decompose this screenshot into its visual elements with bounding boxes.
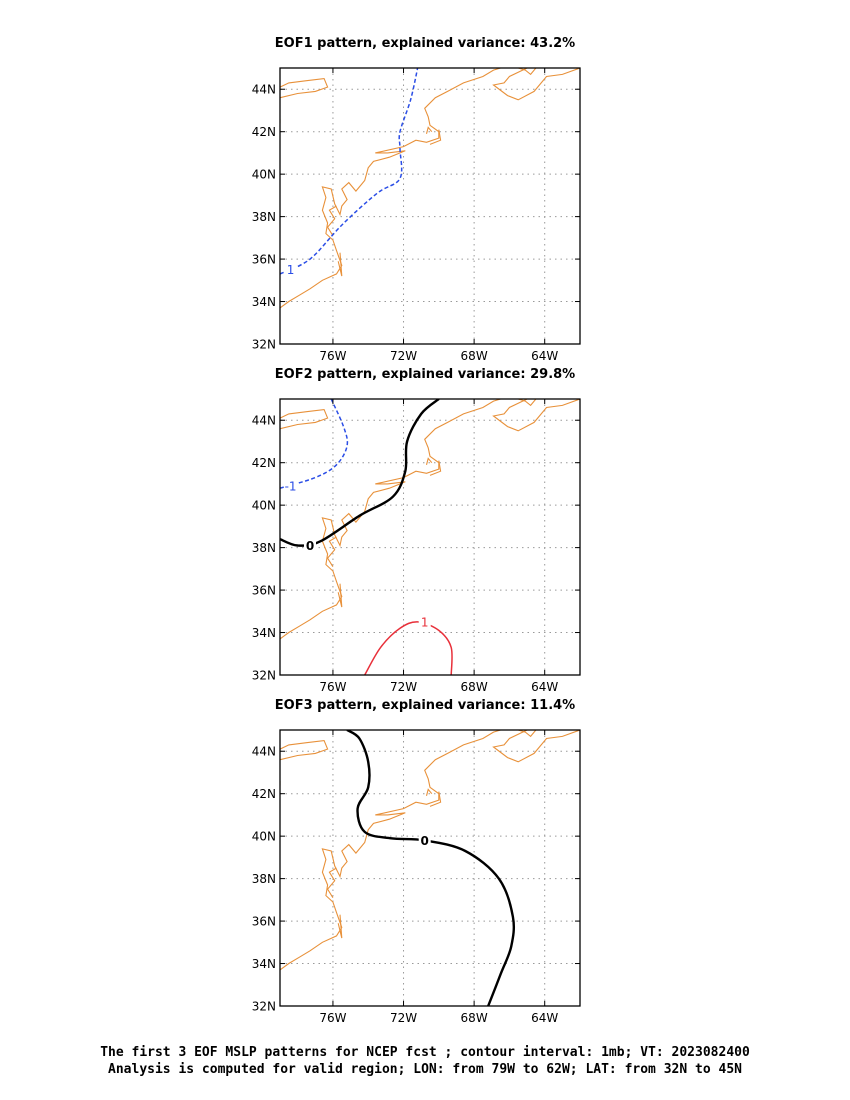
contour-label-bg xyxy=(418,833,431,847)
caption-line-2: Analysis is computed for valid region; L… xyxy=(108,1062,742,1077)
contour-line xyxy=(280,399,349,489)
y-tick-label: 36N xyxy=(252,915,276,929)
coastline xyxy=(429,129,442,145)
contour-label: 1 xyxy=(421,615,429,629)
x-tick-label: 76W xyxy=(319,349,346,363)
y-tick-label: 38N xyxy=(252,210,276,224)
y-tick-label: 34N xyxy=(252,957,276,971)
y-tick-label: 42N xyxy=(252,787,276,801)
contour-label: 0 xyxy=(306,539,314,553)
coastline xyxy=(337,583,343,608)
coastline xyxy=(429,460,442,476)
x-tick-label: 72W xyxy=(390,1011,417,1025)
x-tick-label: 72W xyxy=(390,349,417,363)
y-tick-label: 32N xyxy=(252,1000,276,1014)
coastline xyxy=(518,399,537,407)
y-tick-label: 34N xyxy=(252,626,276,640)
y-tick-label: 32N xyxy=(252,338,276,352)
eof1-title: EOF1 pattern, explained variance: 43.2% xyxy=(274,36,576,51)
y-tick-label: 32N xyxy=(252,669,276,683)
y-tick-label: 42N xyxy=(252,125,276,139)
y-tick-label: 38N xyxy=(252,541,276,555)
map-panel-2: -1 0 1 76W 72W 68W 64W 32N 34N 36N 38N 40N 42N 44N xyxy=(252,398,581,694)
coastline xyxy=(492,730,580,763)
contour-label-bg xyxy=(284,479,297,493)
coastline xyxy=(326,536,337,567)
y-tick-label: 38N xyxy=(252,872,276,886)
coastline xyxy=(518,730,537,738)
contour-label-bg xyxy=(284,262,297,276)
contour-line xyxy=(280,399,440,547)
map-content: 1 xyxy=(280,68,580,309)
caption: The first 3 EOF MSLP patterns for NCEP f… xyxy=(0,1044,850,1078)
x-tick-label: 64W xyxy=(531,1011,558,1025)
coastline xyxy=(280,78,329,99)
x-tick-label: 68W xyxy=(461,349,488,363)
map-panel-3: 0 76W 72W 68W 64W 32N 34N 36N 38N 40N 42N 44N xyxy=(252,729,581,1025)
contour-label-bg xyxy=(304,538,316,552)
map-frame xyxy=(279,67,581,345)
coastline xyxy=(337,252,343,277)
map-frame xyxy=(279,729,581,1007)
contour-label: -1 xyxy=(285,480,297,494)
y-tick-label: 44N xyxy=(252,414,276,428)
contour-label: 0 xyxy=(421,834,429,848)
coastline xyxy=(280,730,501,971)
y-tick-label: 42N xyxy=(252,456,276,470)
coastline xyxy=(280,409,329,430)
y-tick-label: 36N xyxy=(252,253,276,267)
eof-maps: 1 76W 72W 68W 64W 32N 34N 36N 38N 40N 42N 44N -1 0 1 76… xyxy=(252,67,581,1025)
eof3-title: EOF3 pattern, explained variance: 11.4% xyxy=(274,698,576,713)
map-content: -1 0 1 xyxy=(280,399,580,675)
coastline xyxy=(425,457,433,465)
y-tick-label: 44N xyxy=(252,83,276,97)
y-tick-label: 34N xyxy=(252,295,276,309)
y-tick-label: 44N xyxy=(252,745,276,759)
coastline xyxy=(425,788,433,796)
x-tick-label: 76W xyxy=(319,1011,346,1025)
y-tick-label: 36N xyxy=(252,584,276,598)
x-tick-label: 76W xyxy=(319,680,346,694)
x-tick-label: 64W xyxy=(531,349,558,363)
contour-line xyxy=(346,730,516,1006)
coastline xyxy=(429,791,442,807)
coastline xyxy=(280,740,329,761)
contour-label-bg xyxy=(418,614,431,628)
y-tick-label: 40N xyxy=(252,830,276,844)
contour-label: 1 xyxy=(287,263,295,277)
coastline xyxy=(492,399,580,432)
caption-line-1: The first 3 EOF MSLP patterns for NCEP f… xyxy=(100,1045,750,1060)
map-content: 0 xyxy=(280,730,580,1006)
contour-line xyxy=(280,68,419,275)
eof2-title: EOF2 pattern, explained variance: 29.8% xyxy=(274,367,576,382)
coastline xyxy=(337,914,343,939)
coastline xyxy=(518,68,537,76)
contour-line xyxy=(364,621,453,675)
coastline xyxy=(326,867,337,898)
x-tick-label: 64W xyxy=(531,680,558,694)
x-tick-label: 72W xyxy=(390,680,417,694)
coastline xyxy=(492,68,580,101)
map-frame xyxy=(279,398,581,676)
y-tick-label: 40N xyxy=(252,499,276,513)
x-tick-label: 68W xyxy=(461,1011,488,1025)
map-panel-1: 1 76W 72W 68W 64W 32N 34N 36N 38N 40N 42N 44N xyxy=(252,67,581,363)
coastline xyxy=(425,126,433,134)
x-tick-label: 68W xyxy=(461,680,488,694)
coastline xyxy=(280,68,501,309)
coastline xyxy=(280,399,501,640)
coastline xyxy=(326,205,337,236)
y-tick-label: 40N xyxy=(252,168,276,182)
